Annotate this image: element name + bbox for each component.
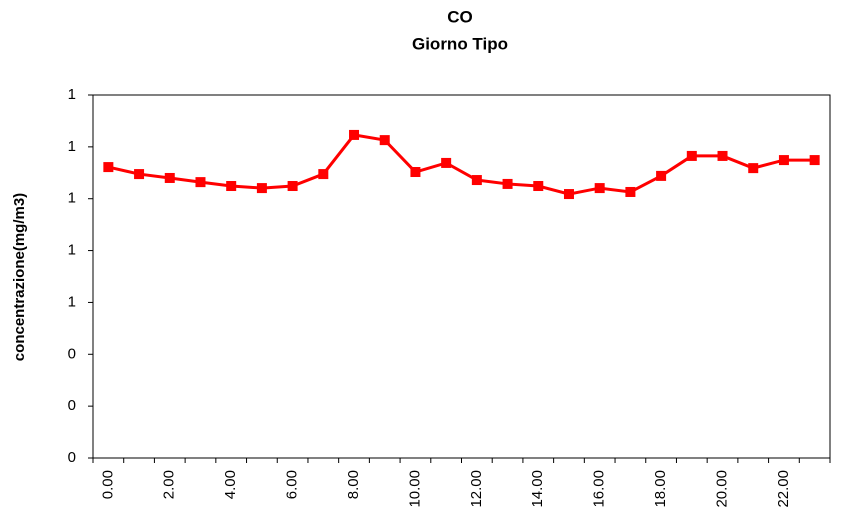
x-tick-label: 16.00 xyxy=(591,470,608,508)
y-tick-label: 0 xyxy=(68,449,76,466)
marker xyxy=(287,181,298,192)
x-tick-label: 20.00 xyxy=(713,470,730,508)
x-tick-label: 2.00 xyxy=(161,470,178,499)
marker xyxy=(103,162,114,173)
marker xyxy=(625,186,636,197)
marker xyxy=(656,170,667,181)
marker xyxy=(441,157,452,168)
marker xyxy=(533,181,544,192)
y-tick-label: 0 xyxy=(68,397,76,414)
marker xyxy=(717,150,728,161)
x-tick-label: 12.00 xyxy=(468,470,485,508)
marker xyxy=(164,172,175,183)
marker xyxy=(778,155,789,166)
marker xyxy=(318,169,329,180)
x-tick-label: 0.00 xyxy=(99,470,116,499)
y-tick-label: 1 xyxy=(68,190,76,207)
marker xyxy=(226,181,237,192)
y-tick-label: 1 xyxy=(68,86,76,103)
x-tick-label: 6.00 xyxy=(284,470,301,499)
marker xyxy=(379,135,390,146)
marker xyxy=(594,183,605,194)
x-tick-label: 10.00 xyxy=(406,470,423,508)
plot-area xyxy=(92,94,831,459)
line xyxy=(108,133,815,196)
y-axis-label: concentrazione(mg/m3) xyxy=(11,193,28,361)
marker xyxy=(471,175,482,186)
y-tick-label: 1 xyxy=(68,242,76,259)
y-tick-label: 1 xyxy=(68,293,76,310)
marker xyxy=(748,163,759,174)
marker xyxy=(686,150,697,161)
marker xyxy=(809,155,820,166)
marker xyxy=(563,189,574,200)
x-tick-label: 8.00 xyxy=(345,470,362,499)
chart-subtitle: Giorno Tipo xyxy=(412,34,508,53)
marker xyxy=(502,178,513,189)
marker xyxy=(349,129,360,140)
marker xyxy=(256,183,267,194)
marker xyxy=(410,167,421,178)
x-tick-label: 14.00 xyxy=(529,470,546,508)
marker xyxy=(195,177,206,188)
x-tick-label: 18.00 xyxy=(652,470,669,508)
y-tick-label: 1 xyxy=(68,138,76,155)
marker xyxy=(134,169,145,180)
chart-title: CO xyxy=(447,7,473,26)
y-tick-label: 0 xyxy=(68,345,76,362)
x-tick-label: 4.00 xyxy=(222,470,239,499)
x-tick-label: 22.00 xyxy=(775,470,792,508)
